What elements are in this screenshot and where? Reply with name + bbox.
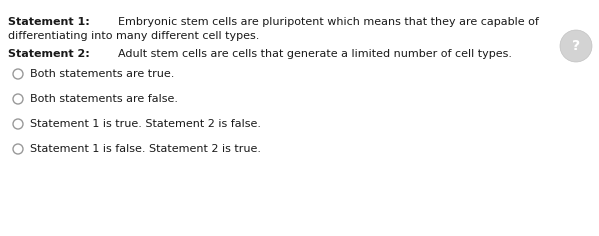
Text: Statement 1:: Statement 1: [8,17,93,27]
Text: differentiating into many different cell types.: differentiating into many different cell… [8,31,259,41]
Text: Both statements are false.: Both statements are false. [30,94,178,104]
Text: Statement 1 is false. Statement 2 is true.: Statement 1 is false. Statement 2 is tru… [30,144,261,154]
Text: Statement 1 is true. Statement 2 is false.: Statement 1 is true. Statement 2 is fals… [30,119,261,129]
Circle shape [560,30,592,62]
Text: Adult stem cells are cells that generate a limited number of cell types.: Adult stem cells are cells that generate… [119,49,513,59]
Text: Both statements are true.: Both statements are true. [30,69,174,79]
Text: Embryonic stem cells are pluripotent which means that they are capable of: Embryonic stem cells are pluripotent whi… [119,17,539,27]
Text: ?: ? [572,39,580,53]
Text: Statement 2:: Statement 2: [8,49,93,59]
